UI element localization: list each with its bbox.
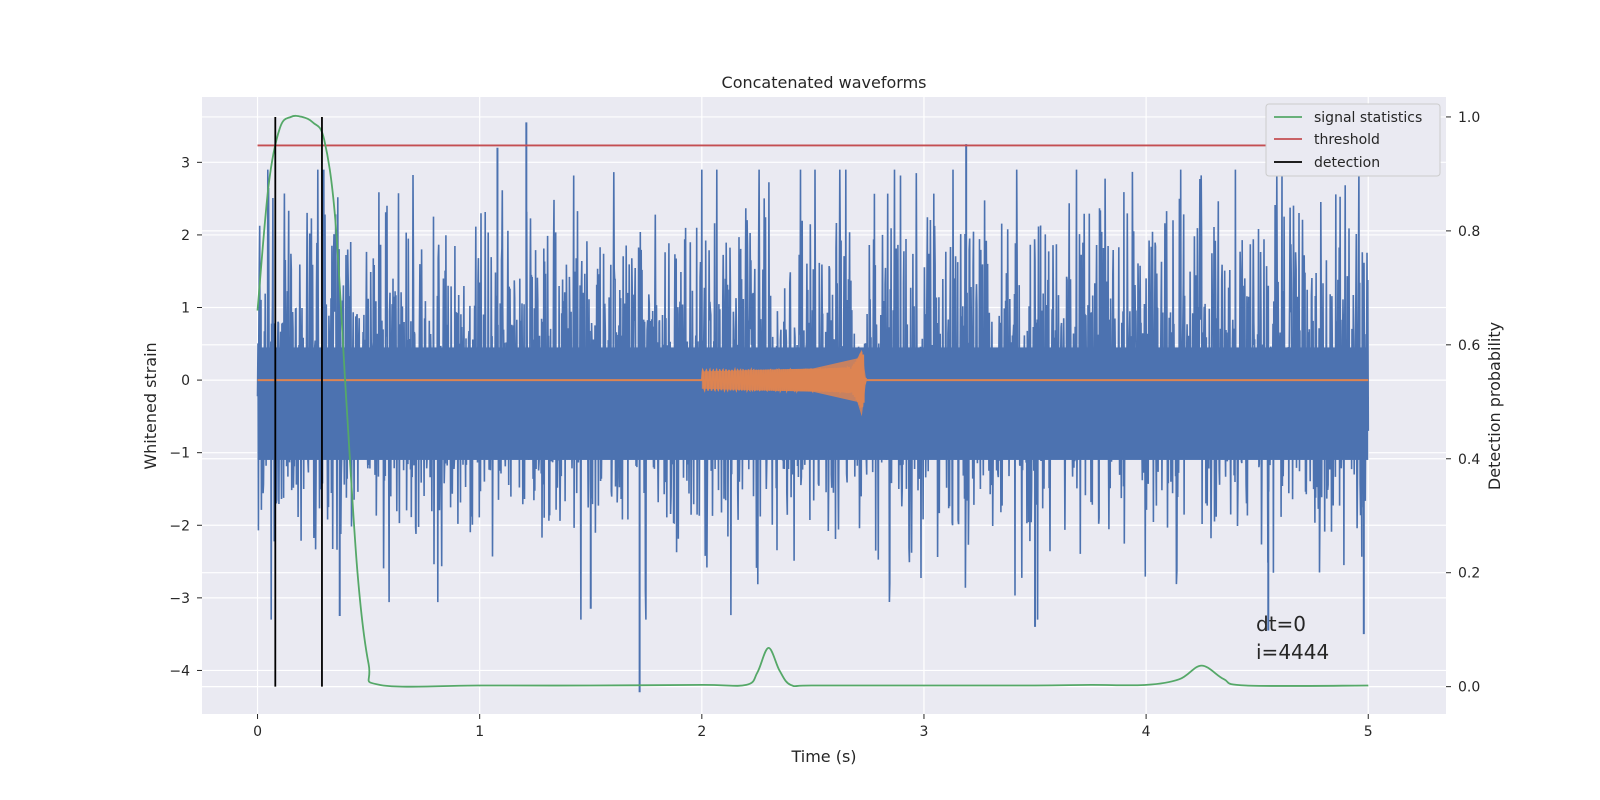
chart-title: Concatenated waveforms <box>722 73 927 92</box>
x-tick-label: 2 <box>697 724 706 740</box>
y-tick-label: −1 <box>169 446 190 462</box>
legend: signal statistics threshold detection <box>1265 103 1441 177</box>
x-tick-label: 3 <box>920 724 929 740</box>
y2-tick-label: 0.0 <box>1458 680 1480 696</box>
x-tick-label: 1 <box>475 724 484 740</box>
x-tick-label: 0 <box>253 724 262 740</box>
x-tick-label: 5 <box>1364 724 1373 740</box>
legend-label-signal-statistics: signal statistics <box>1314 110 1422 126</box>
annotation-index: i=4444 <box>1256 640 1329 664</box>
y2-tick-label: 0.4 <box>1458 452 1480 468</box>
y2-tick-label: 1.0 <box>1458 110 1480 126</box>
signal-statistics-line <box>256 114 1369 688</box>
y-tick-label: −3 <box>169 591 190 607</box>
y-axis-label: Whitened strain <box>141 342 160 469</box>
strain-dense-band <box>257 347 1369 460</box>
legend-box <box>1265 103 1441 177</box>
y-tick-label: 0 <box>181 373 190 389</box>
y-tick-label: 3 <box>181 155 190 171</box>
x-axis-label: Time (s) <box>790 747 856 766</box>
y2-tick-label: 0.6 <box>1458 338 1480 354</box>
axes: 0 1 2 3 4 5 −4 −3 −2 −1 0 1 2 3 0.0 0.2 0.4 0.6 0.8 1.0 <box>169 110 1480 740</box>
y2-tick-label: 0.2 <box>1458 566 1480 582</box>
y-tick-label: 1 <box>181 301 190 317</box>
y-tick-label: −2 <box>169 518 190 534</box>
y-tick-label: −4 <box>169 663 190 679</box>
y2-axis-label: Detection probability <box>1485 322 1504 490</box>
x-tick-label: 4 <box>1142 724 1151 740</box>
injected-signal-envelope <box>701 349 867 417</box>
data-layer <box>256 114 1391 693</box>
y-tick-label: 2 <box>181 228 190 244</box>
legend-label-detection: detection <box>1314 155 1380 171</box>
y2-tick-label: 0.8 <box>1458 224 1480 240</box>
annotation-dt: dt=0 <box>1256 612 1306 636</box>
legend-label-threshold: threshold <box>1314 132 1380 148</box>
